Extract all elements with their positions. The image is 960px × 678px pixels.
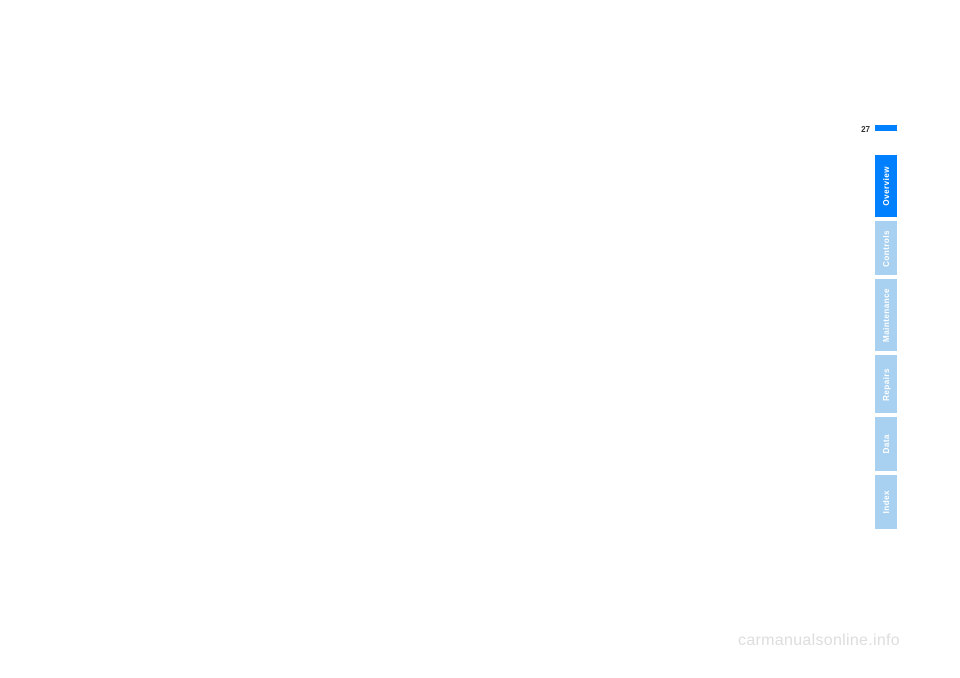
tab-label: Overview bbox=[882, 166, 891, 206]
tab-label: Repairs bbox=[882, 368, 891, 401]
page-marker bbox=[875, 125, 897, 131]
tab-data[interactable]: Data bbox=[875, 417, 897, 471]
tab-overview[interactable]: Overview bbox=[875, 155, 897, 217]
tab-label: Maintenance bbox=[882, 288, 891, 342]
page-number: 27 bbox=[861, 125, 870, 134]
tab-controls[interactable]: Controls bbox=[875, 221, 897, 275]
tab-repairs[interactable]: Repairs bbox=[875, 355, 897, 413]
tab-maintenance[interactable]: Maintenance bbox=[875, 279, 897, 351]
tab-index[interactable]: Index bbox=[875, 475, 897, 529]
watermark: carmanualsonline.info bbox=[738, 632, 900, 650]
tab-label: Data bbox=[882, 434, 891, 453]
tab-label: Index bbox=[882, 490, 891, 513]
tab-label: Controls bbox=[882, 230, 891, 267]
side-tabs: Overview Controls Maintenance Repairs Da… bbox=[875, 155, 897, 533]
